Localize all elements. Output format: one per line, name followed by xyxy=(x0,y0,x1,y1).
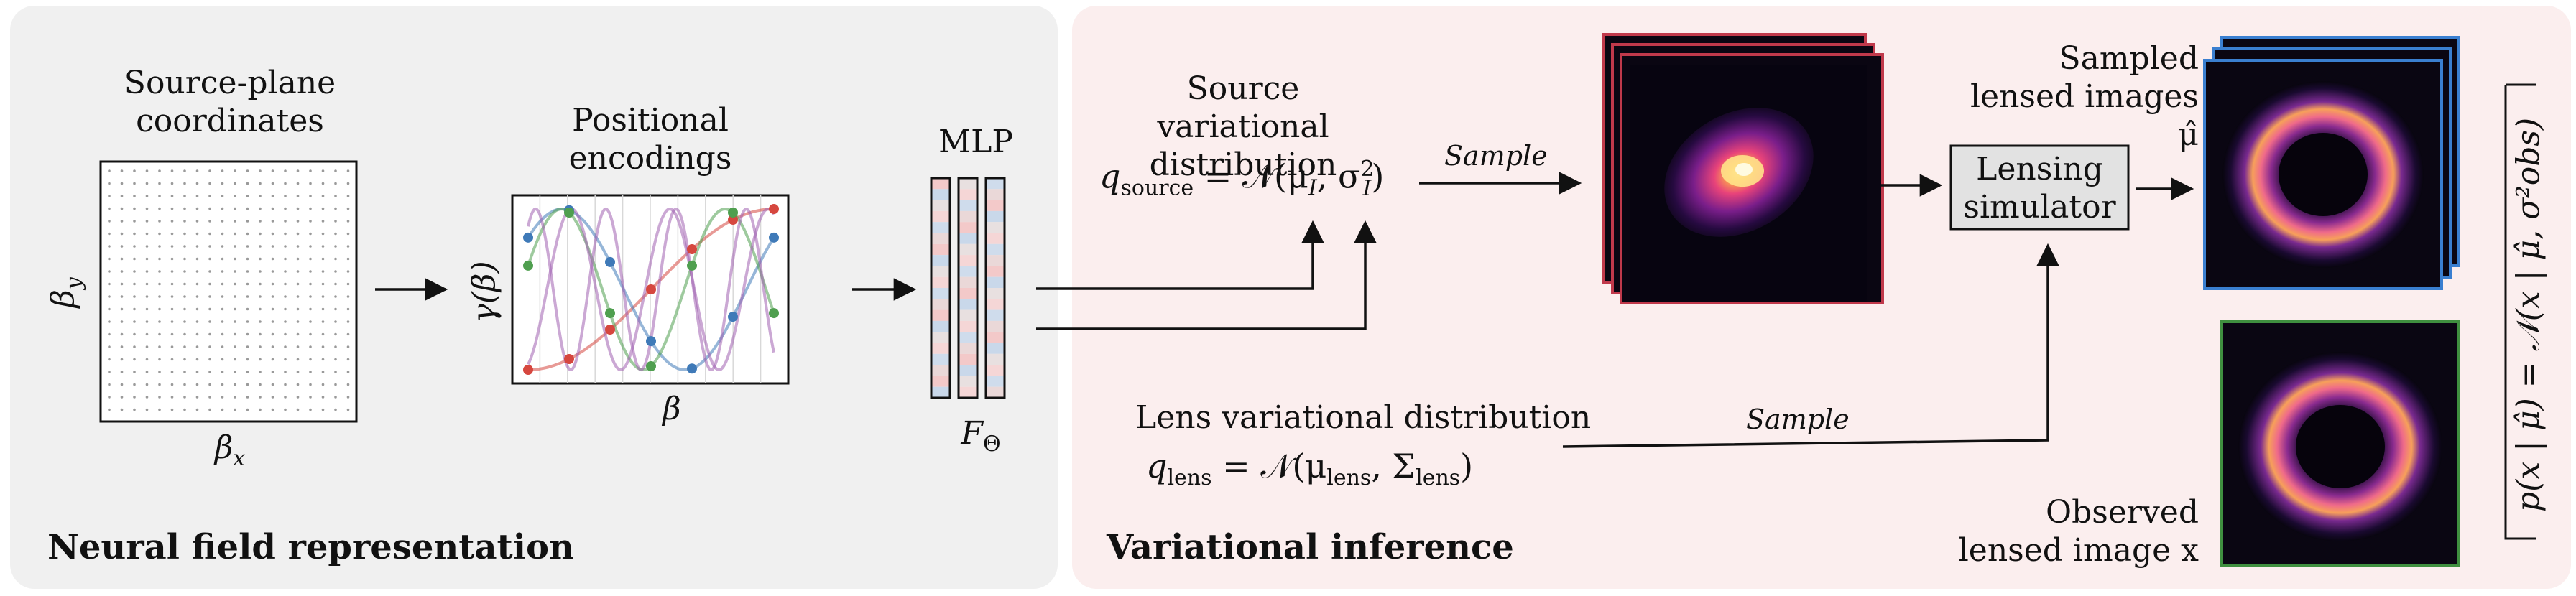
neural-field-title: Neural field representation xyxy=(47,527,574,567)
lensing-simulator-label: Lensing simulator xyxy=(1963,151,2116,225)
sample-label-lens: Sample xyxy=(1746,404,1850,435)
lensing-simulator-box xyxy=(1949,144,2130,231)
q-source-formula: qsource = 𝒩(μI, σ2I) xyxy=(1099,157,1385,201)
arrow-sample-lens xyxy=(1562,243,2059,448)
beta-x-label: βx xyxy=(214,429,246,471)
arrow-mlp-to-mu xyxy=(1036,220,1324,290)
source-plane-grid xyxy=(99,160,358,423)
likelihood-formula: p(x | μ̂) = 𝒩(x | μ̂, σ²obs) xyxy=(2510,117,2547,512)
q-lens-formula: qlens = 𝒩(μlens, Σlens) xyxy=(1146,447,1474,491)
sampled-lensed-label: Sampled lensed images μ̂ xyxy=(1970,40,2199,153)
beta-y-label: βy xyxy=(45,277,87,308)
source-variational-label: Source variational distribution xyxy=(1149,70,1337,183)
beta-axis-label: β xyxy=(663,391,681,427)
source-image-stack xyxy=(1602,33,1884,304)
variational-inference-title: Variational inference xyxy=(1107,527,1514,567)
likelihood-bracket xyxy=(2504,83,2536,540)
observed-image xyxy=(2220,320,2460,567)
sampled-images-stack xyxy=(2203,36,2460,290)
f-theta-label: FΘ xyxy=(961,415,1001,457)
observed-lensed-label: Observed lensed image x xyxy=(1958,494,2199,569)
arrow-mlp-to-sigma xyxy=(1036,220,1377,330)
positional-encodings-label: Positional encodings xyxy=(568,102,732,177)
lens-variational-label: Lens variational distribution xyxy=(1135,399,1592,436)
mlp-label: MLP xyxy=(938,124,1013,160)
source-plane-label: Source-plane coordinates xyxy=(124,65,336,139)
gamma-beta-label: γ(β) xyxy=(466,261,503,323)
positional-encoding-plot xyxy=(511,194,790,385)
sample-label-source: Sample xyxy=(1444,140,1548,172)
mlp-network xyxy=(930,177,1006,399)
